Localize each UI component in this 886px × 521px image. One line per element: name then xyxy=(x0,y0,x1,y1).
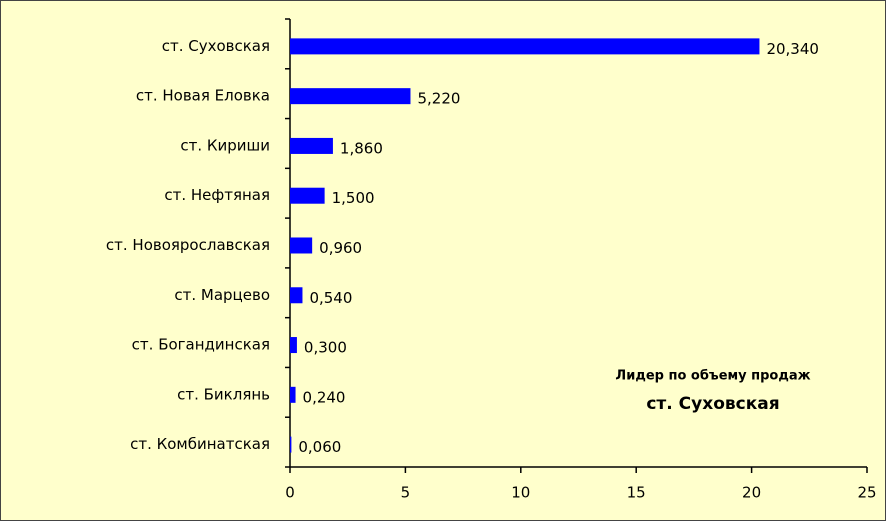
bar xyxy=(290,337,297,354)
y-tick-label: ст. Новоярославская xyxy=(106,236,270,254)
y-tick-label: ст. Кириши xyxy=(180,136,270,154)
y-tick-label: ст. Биклянь xyxy=(177,385,270,403)
bar xyxy=(290,88,411,105)
data-label: 0,300 xyxy=(304,339,347,357)
data-label: 0,240 xyxy=(303,388,346,406)
y-tick-label: ст. Новая Еловка xyxy=(136,87,270,105)
annotation: ст. Суховская xyxy=(646,394,779,414)
data-label: 0,060 xyxy=(298,438,341,456)
y-tick-label: ст. Богандинская xyxy=(132,336,270,354)
data-label: 5,220 xyxy=(417,90,460,108)
bar xyxy=(290,386,296,403)
y-tick-label: ст. Нефтяная xyxy=(164,186,270,204)
y-tick-label: ст. Суховская xyxy=(162,37,270,55)
annotation: Лидер по объему продаж xyxy=(615,369,810,384)
x-tick-label: 0 xyxy=(285,484,295,502)
x-tick-label: 5 xyxy=(401,484,411,502)
bar xyxy=(290,137,333,154)
bar xyxy=(290,287,303,304)
x-tick-label: 15 xyxy=(627,484,646,502)
bar xyxy=(290,436,292,453)
data-label: 1,860 xyxy=(340,139,383,157)
y-tick-label: ст. Марцево xyxy=(174,286,270,304)
y-tick-label: ст. Комбинатская xyxy=(130,435,270,453)
data-label: 20,340 xyxy=(766,40,819,58)
bar xyxy=(290,187,325,204)
data-label: 0,540 xyxy=(309,289,352,307)
bar xyxy=(290,237,313,254)
data-label: 1,500 xyxy=(332,189,375,207)
x-tick-label: 20 xyxy=(742,484,761,502)
data-label: 0,960 xyxy=(319,239,362,257)
bar xyxy=(290,38,760,55)
x-tick-label: 25 xyxy=(857,484,876,502)
x-tick-label: 10 xyxy=(511,484,530,502)
